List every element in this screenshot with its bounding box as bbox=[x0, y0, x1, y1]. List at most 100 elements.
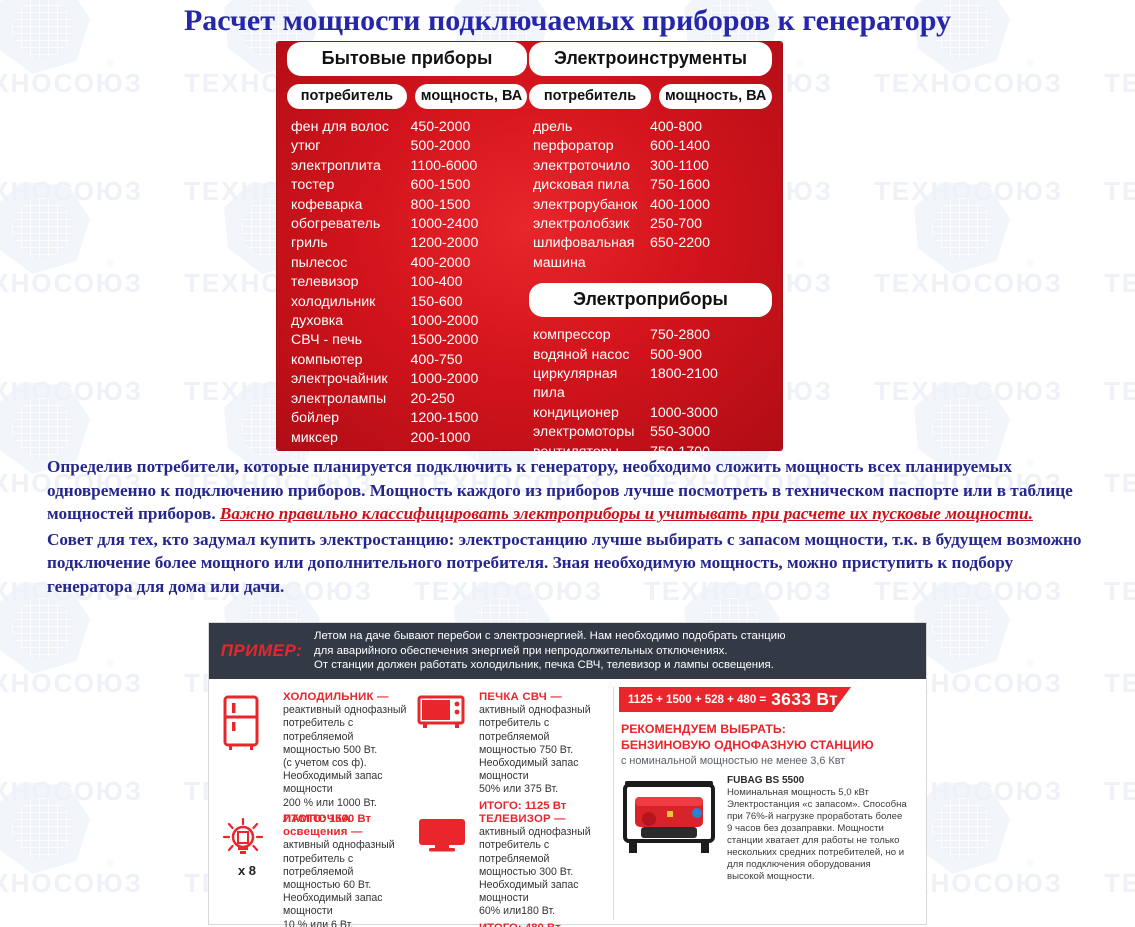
row-power: 400-2000 bbox=[410, 254, 471, 271]
watermark-text: ТЕХНОСОЮЗ bbox=[1104, 176, 1135, 206]
row-power: 1000-2000 bbox=[410, 313, 479, 330]
row-power: 500-2000 bbox=[410, 138, 471, 155]
recommendation-line-3: с номинальной мощностью не менее 3,6 Квт bbox=[621, 755, 846, 767]
card-refrigerator-line-5: 200 % или 1000 Вт. bbox=[283, 796, 377, 809]
card-television-line-0: активный однофазный bbox=[479, 826, 591, 839]
row-power: 450-2000 bbox=[410, 119, 471, 135]
card-television-line-1: потребитель с потребляемой bbox=[479, 839, 550, 865]
watermark-text: ТЕХНОСОЮЗ bbox=[1104, 468, 1135, 498]
row-power: 1500-2000 bbox=[410, 332, 479, 349]
row-power: 20-250 bbox=[410, 390, 455, 407]
row-consumer: компрессор bbox=[533, 327, 611, 344]
row-consumer: электромоторы bbox=[533, 424, 635, 441]
paragraph-one: Определив потребители, которые планирует… bbox=[47, 455, 1099, 526]
watermark-registered: ® bbox=[1026, 58, 1035, 70]
table-row: перфоратор 600-1400 bbox=[529, 137, 772, 156]
globe-icon bbox=[12, 798, 72, 858]
header-power: мощность, ВА bbox=[414, 84, 527, 109]
table-row: водяной насос 500-900 bbox=[529, 346, 772, 365]
generator-row: FUBAG BS 5500 Номинальная мощность 5,0 к… bbox=[619, 775, 924, 883]
card-television-total: ИТОГО: 480 Вт bbox=[479, 922, 613, 927]
row-consumer: электрорубанок bbox=[533, 196, 638, 213]
paragraph-one-emphasis: Важно правильно классифицировать электро… bbox=[219, 504, 1033, 524]
recommendation-block: РЕКОМЕНДУЕМ ВЫБРАТЬ: БЕНЗИНОВУЮ ОДНОФАЗН… bbox=[619, 721, 924, 767]
rows-electric-appliances: компрессор 750-2800 водяной насос 500-900 ци… bbox=[529, 326, 772, 520]
watermark-registered: ® bbox=[1026, 658, 1035, 670]
watermark-hexagon-icon bbox=[914, 182, 1010, 274]
row-consumer: водяной насос bbox=[533, 346, 630, 363]
row-power: 400-750 bbox=[410, 351, 463, 368]
row-consumer: кондиционер bbox=[533, 404, 619, 421]
watermark-text: ТЕХНОСОЮЗ bbox=[0, 376, 144, 406]
row-power: 100-400 bbox=[410, 274, 463, 291]
card-refrigerator-line-1: потребитель с потребляемой bbox=[283, 717, 354, 743]
watermark-hexagon-icon bbox=[0, 782, 90, 874]
row-power: 400-800 bbox=[650, 119, 703, 135]
row-consumer: вентиляторы bbox=[533, 443, 619, 460]
row-power: 250-700 bbox=[650, 216, 703, 233]
row-power: 800-1500 bbox=[410, 196, 471, 213]
card-refrigerator-line-4: Необходимый запас мощности bbox=[283, 770, 383, 796]
table-row: компьютер 400-750 bbox=[287, 351, 527, 370]
row-consumer: дрель bbox=[533, 119, 573, 135]
header-power: мощность, ВА bbox=[659, 84, 772, 109]
watermark-text: ТЕХНОСОЮЗ bbox=[874, 268, 1064, 298]
header-consumer: потребитель bbox=[529, 84, 651, 109]
row-power: 1200-2000 bbox=[410, 235, 479, 252]
globe-icon bbox=[12, 398, 72, 458]
card-microwave-line-4: 50% или 375 Вт. bbox=[479, 783, 559, 796]
card-lightbulb-line-3: Необходимый запас мощности bbox=[283, 892, 383, 918]
row-power: 1000-2000 bbox=[410, 371, 479, 388]
row-consumer: насос высокого давления bbox=[533, 482, 635, 518]
watermark-registered: ® bbox=[106, 658, 115, 670]
card-lightbulb-body: ЛАМПОЧКА освещения — активный однофазный… bbox=[283, 813, 416, 927]
table-row: дисковая пила 750-1600 bbox=[529, 176, 772, 195]
lightbulb-count: x 8 bbox=[237, 863, 257, 878]
row-consumer: бойлер bbox=[291, 410, 340, 427]
card-microwave-total: ИТОГО: 1125 Вт bbox=[479, 799, 567, 812]
table-row: насос высокого давления 2000-2900 bbox=[529, 482, 772, 521]
section-title-household: Бытовые приборы bbox=[287, 42, 527, 76]
section-title-electric-appliances: Электроприборы bbox=[529, 283, 772, 318]
card-television-line-3: Необходимый запас мощности bbox=[479, 879, 579, 905]
table-row: электроточило 300-1100 bbox=[529, 157, 772, 176]
watermark-text: ТЕХНОСОЮЗ bbox=[0, 268, 144, 298]
table-row: дрель 400-800 bbox=[529, 118, 772, 137]
power-table-left-column: Бытовые приборы потребитель мощность, ВА фе… bbox=[287, 42, 527, 487]
table-row: телевизор 100-400 bbox=[287, 273, 527, 292]
card-microwave-line-0: активный однофазный bbox=[479, 704, 591, 717]
row-power: 2000-2900 bbox=[650, 482, 718, 499]
card-refrigerator: ХОЛОДИЛЬНИК — реактивный однофазный потр… bbox=[221, 691, 416, 826]
vertical-divider bbox=[613, 687, 614, 920]
card-microwave-line-1: потребитель с потребляемой bbox=[479, 717, 550, 743]
row-power: 1200-1500 bbox=[410, 410, 479, 427]
table-row: фен для волос 450-2000 bbox=[287, 118, 527, 137]
card-lightbulb-line-4: 10 % или 6 Вт. bbox=[283, 918, 354, 927]
row-power: 1000-3000 bbox=[650, 404, 718, 421]
example-line-3: От станции должен работать холодильник, … bbox=[314, 659, 774, 672]
row-consumer: дисковая пила bbox=[533, 177, 630, 194]
row-consumer: электроплита bbox=[291, 157, 381, 174]
card-lightbulb-line-0: активный однофазный bbox=[283, 839, 395, 852]
table-row: пылесос 400-2000 bbox=[287, 254, 527, 273]
row-consumer: электроточило bbox=[533, 157, 630, 174]
watermark-text: ТЕХНОСОЮЗ bbox=[1104, 868, 1135, 898]
rows-household: фен для волос 450-2000 утюг 500-2000 электро… bbox=[287, 118, 527, 487]
table-row: холодильник 150-600 bbox=[287, 293, 527, 312]
row-consumer: гриль bbox=[291, 235, 328, 252]
row-power: 1800-2100 bbox=[650, 366, 718, 383]
row-consumer: электролампы bbox=[291, 390, 387, 407]
generator-info: FUBAG BS 5500 Номинальная мощность 5,0 к… bbox=[727, 775, 907, 883]
row-consumer: циркулярная пила bbox=[533, 366, 618, 402]
row-power: 600-1500 bbox=[410, 177, 471, 194]
table-row: бойлер 1200-1500 bbox=[287, 409, 527, 428]
microwave-icon bbox=[417, 691, 469, 813]
watermark-text: ТЕХНОСОЮЗ bbox=[0, 68, 144, 98]
watermark-text: ТЕХНОСОЮЗ bbox=[1104, 668, 1135, 698]
card-microwave-heading: ПЕЧКА СВЧ — bbox=[479, 691, 562, 703]
watermark-text: ТЕХНОСОЮЗ bbox=[874, 376, 1064, 406]
table-row: тостер 600-1500 bbox=[287, 176, 527, 195]
